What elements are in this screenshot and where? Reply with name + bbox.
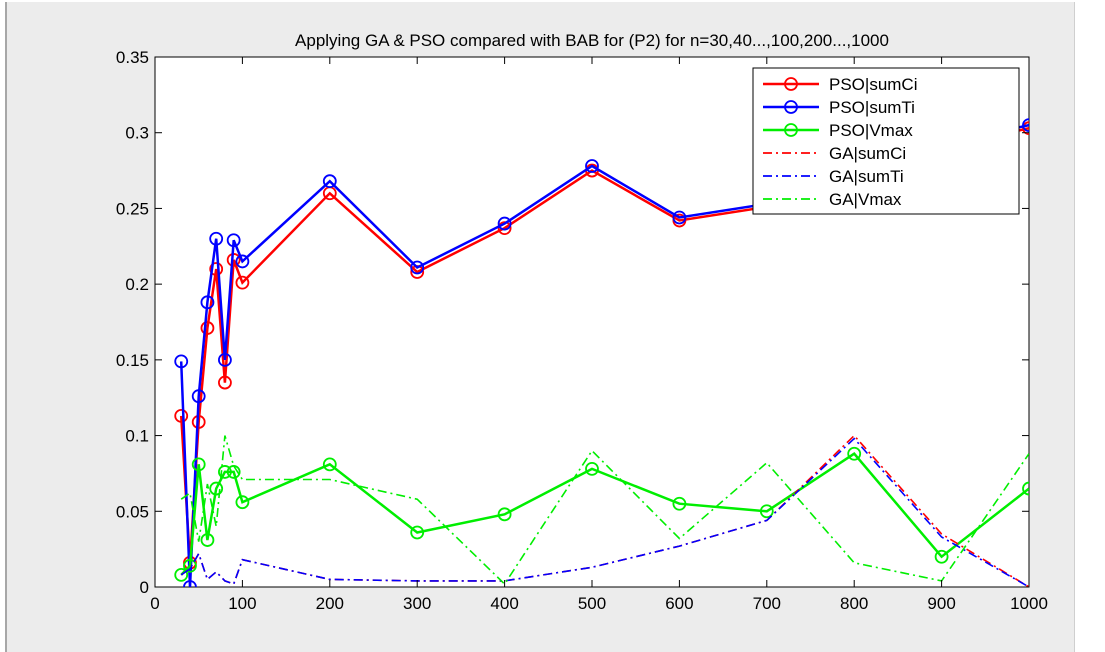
data-point (672, 496, 687, 511)
y-tick-label: 0.15 (116, 351, 149, 370)
x-tick-label: 200 (316, 594, 344, 613)
data-point (934, 549, 949, 564)
x-tick-label: 600 (665, 594, 693, 613)
legend-item: GA|sumCi (763, 144, 906, 163)
legend-item: PSO|sumTi (763, 98, 915, 117)
legend-item: PSO|Vmax (763, 121, 913, 140)
data-point (759, 504, 774, 519)
x-tick-label: 1000 (1010, 594, 1048, 613)
x-tick-label: 700 (753, 594, 781, 613)
legend-marker (784, 123, 798, 137)
data-point (1022, 481, 1029, 496)
data-point (218, 352, 232, 367)
data-point (410, 260, 425, 275)
data-point (218, 465, 232, 479)
legend-item: GA|sumTi (763, 167, 904, 186)
data-point (585, 159, 599, 173)
data-point (200, 295, 215, 310)
x-tick-label: 500 (578, 594, 606, 613)
data-point (322, 174, 337, 189)
x-tick-label: 300 (403, 594, 431, 613)
data-point (183, 558, 197, 573)
legend-label: GA|sumTi (829, 167, 904, 186)
data-point (200, 533, 215, 547)
data-point (672, 210, 687, 225)
y-tick-label: 0 (140, 578, 149, 597)
x-tick-label: 100 (228, 594, 256, 613)
data-point (209, 262, 224, 276)
data-point (200, 321, 215, 335)
figure-frame: Applying GA & PSO compared with BAB for … (5, 2, 1075, 652)
legend-box (752, 67, 1020, 215)
y-tick-label: 0.05 (116, 502, 149, 521)
data-point (235, 275, 250, 290)
data-point (218, 375, 232, 390)
x-tick-label: 900 (927, 594, 955, 613)
data-point (191, 389, 206, 404)
data-point (235, 495, 250, 510)
x-tick-label: 400 (490, 594, 518, 613)
line-chart: Applying GA & PSO compared with BAB for … (116, 31, 1048, 613)
legend-label: GA|sumCi (829, 144, 906, 163)
data-point (209, 231, 224, 246)
data-point (322, 457, 337, 472)
data-point (410, 525, 425, 540)
data-point (226, 465, 241, 479)
series-line (180, 435, 1029, 586)
data-point (183, 580, 197, 587)
y-tick-label: 0.35 (116, 48, 149, 67)
legend: PSO|sumCi PSO|sumTi PSO|Vmax GA|sumCi GA|sum… (752, 67, 1020, 215)
data-point (497, 507, 512, 522)
legend-marker (784, 77, 798, 91)
series-line (180, 437, 1029, 587)
data-point (497, 216, 512, 231)
data-point (174, 354, 189, 369)
data-point (174, 567, 189, 582)
y-tick-label: 0.25 (116, 199, 149, 218)
legend-label: PSO|Vmax (829, 121, 913, 140)
legend-label: PSO|sumCi (829, 75, 918, 94)
y-tick-label: 0.1 (125, 427, 149, 446)
data-point (847, 446, 862, 461)
legend-label: PSO|sumTi (829, 98, 915, 117)
legend-label: GA|Vmax (829, 190, 902, 209)
data-point (235, 254, 250, 269)
x-tick-label: 0 (150, 594, 159, 613)
legend-item: GA|Vmax (763, 190, 902, 209)
data-point (209, 481, 224, 496)
chart-title: Applying GA & PSO compared with BAB for … (295, 31, 889, 50)
legend-marker (784, 100, 798, 114)
x-tick-label: 800 (840, 594, 868, 613)
data-point (1022, 118, 1029, 133)
data-point (585, 461, 599, 476)
data-point (226, 233, 241, 248)
legend-item: PSO|sumCi (763, 75, 918, 94)
y-tick-label: 0.3 (125, 124, 149, 143)
data-point (174, 408, 189, 423)
y-tick-label: 0.2 (125, 275, 149, 294)
axes-layer: 0 100 200 300 400 500 600 700 800 900 1000 0 0.05 0.1… (116, 48, 1048, 613)
series-ga-vmax (180, 435, 1029, 586)
series-ga-sumti (180, 437, 1029, 587)
data-point (191, 457, 206, 472)
